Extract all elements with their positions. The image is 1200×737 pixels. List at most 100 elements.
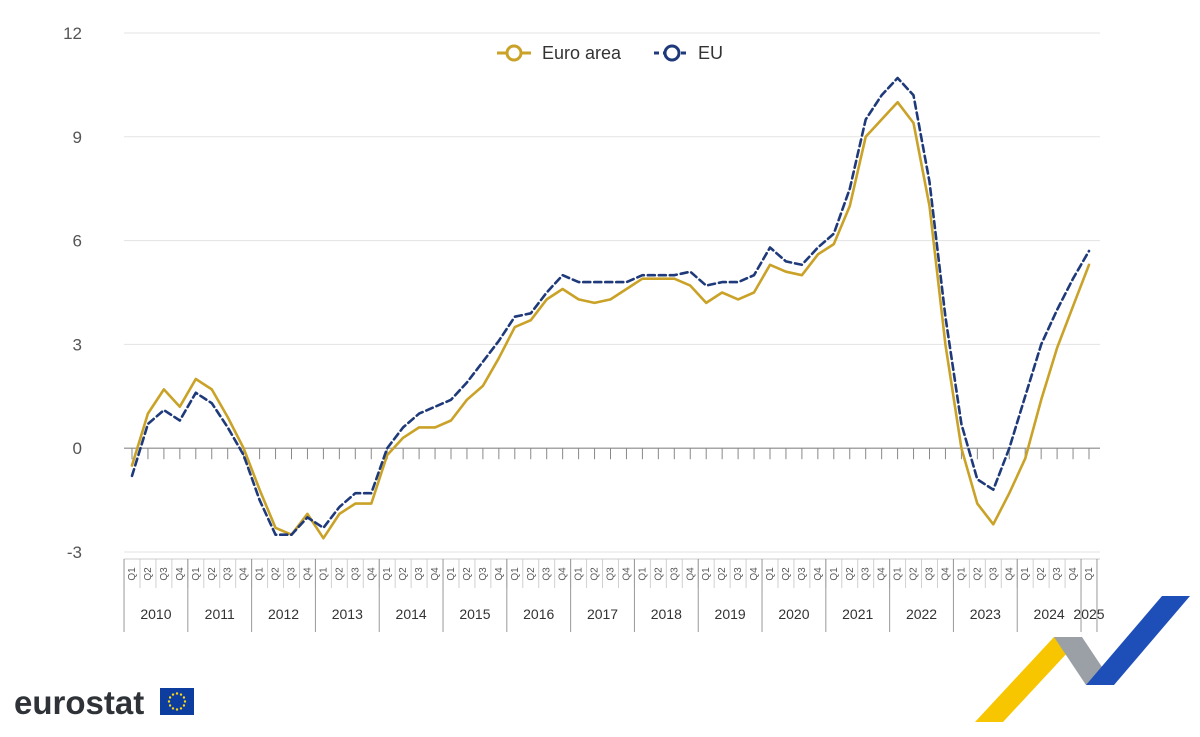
quarter-label: Q4	[366, 567, 377, 581]
quarter-label: Q3	[542, 567, 553, 581]
flag-star	[182, 696, 186, 699]
blue-stripe	[1086, 596, 1190, 685]
quarter-label: Q3	[350, 567, 361, 581]
quarter-label: Q1	[701, 567, 712, 581]
quarter-label: Q1	[765, 567, 776, 581]
year-label: 2020	[778, 606, 809, 622]
series-line-eu[interactable]	[130, 76, 1091, 536]
eurostat-logo[interactable]: eurostat	[14, 684, 194, 721]
legend-eu-label: EU	[698, 43, 723, 63]
quarter-label: Q4	[558, 567, 569, 581]
quarter-label: Q3	[223, 567, 234, 581]
quarter-label: Q4	[494, 567, 505, 581]
year-label: 2023	[970, 606, 1001, 622]
flag-star	[175, 692, 179, 695]
quarter-label: Q1	[191, 567, 202, 581]
quarter-label: Q2	[143, 567, 154, 581]
year-label: 2022	[906, 606, 937, 622]
quarter-label: Q4	[239, 567, 250, 581]
quarter-label: Q1	[382, 567, 393, 581]
quarter-label: Q2	[398, 567, 409, 581]
legend[interactable]: Euro area EU	[497, 43, 723, 63]
quarter-label: Q3	[159, 567, 170, 581]
year-label: 2014	[396, 606, 427, 622]
eurostat-wordmark: eurostat	[14, 684, 144, 721]
quarter-label: Q2	[207, 567, 218, 581]
year-label: 2025	[1073, 606, 1104, 622]
year-label: 2015	[459, 606, 490, 622]
quarter-label: Q4	[940, 567, 951, 581]
corner-decoration	[975, 596, 1190, 722]
quarter-label: Q1	[255, 567, 266, 581]
legend-eu-marker	[663, 44, 681, 62]
quarter-label: Q1	[1084, 567, 1095, 581]
quarter-label: Q2	[972, 567, 983, 581]
quarter-label: Q3	[1052, 567, 1063, 581]
quarter-label: Q3	[925, 567, 936, 581]
year-label: 2017	[587, 606, 618, 622]
quarter-label: Q1	[127, 567, 138, 581]
quarter-label: Q2	[590, 567, 601, 581]
quarter-label: Q1	[510, 567, 521, 581]
quarter-label: Q3	[478, 567, 489, 581]
quarter-label: Q4	[813, 567, 824, 581]
flag-star	[171, 693, 175, 696]
year-label: 2019	[715, 606, 746, 622]
y-tick-label: 12	[63, 24, 82, 43]
quarter-label: Q1	[829, 567, 840, 581]
quarter-label: Q3	[606, 567, 617, 581]
quarter-label: Q1	[893, 567, 904, 581]
flag-star	[168, 704, 172, 707]
quarter-label: Q1	[637, 567, 648, 581]
quarter-label: Q4	[877, 567, 888, 581]
eu-flag-icon	[160, 688, 194, 715]
quarter-label: Q4	[175, 567, 186, 581]
year-label: 2012	[268, 606, 299, 622]
quarter-label: Q2	[781, 567, 792, 581]
quarter-label: Q1	[956, 567, 967, 581]
quarter-label: Q1	[318, 567, 329, 581]
flag-star	[182, 704, 186, 707]
y-tick-label: 9	[73, 128, 82, 147]
y-tick-label: 0	[73, 439, 82, 458]
quarter-label: Q2	[653, 567, 664, 581]
legend-euro-area-label: Euro area	[542, 43, 622, 63]
quarter-label: Q2	[717, 567, 728, 581]
year-label: 2018	[651, 606, 682, 622]
quarter-label: Q2	[334, 567, 345, 581]
gridlines	[124, 32, 1100, 553]
quarter-label: Q2	[845, 567, 856, 581]
quarter-label: Q3	[733, 567, 744, 581]
quarter-label: Q2	[909, 567, 920, 581]
flag-star	[171, 707, 175, 710]
quarter-label: Q3	[988, 567, 999, 581]
quarter-label: Q2	[1036, 567, 1047, 581]
quarter-label: Q1	[1020, 567, 1031, 581]
y-tick-label: -3	[67, 543, 82, 562]
quarter-label: Q4	[1004, 567, 1015, 581]
quarter-label: Q4	[1068, 567, 1079, 581]
flag-star	[167, 700, 171, 703]
quarter-label: Q3	[861, 567, 872, 581]
quarter-label: Q4	[749, 567, 760, 581]
quarter-label: Q1	[446, 567, 457, 581]
year-label: 2010	[140, 606, 171, 622]
flag-star	[183, 700, 187, 703]
year-label: 2011	[205, 606, 235, 622]
year-label: 2024	[1034, 606, 1065, 622]
quarter-label: Q4	[685, 567, 696, 581]
quarter-label: Q2	[271, 567, 282, 581]
year-label: 2021	[842, 606, 873, 622]
quarter-label: Q3	[797, 567, 808, 581]
flag-star	[179, 707, 183, 710]
year-label: 2016	[523, 606, 554, 622]
x-axis: Q1 Q2 Q3 Q4 Q1 Q2 Q3 Q4 Q1 Q2 Q3 Q4 Q1 Q2 Q3 Q4 Q1 Q2 Q3 Q4…	[123, 448, 1105, 632]
flag-star	[168, 696, 172, 699]
quarter-label: Q3	[414, 567, 425, 581]
quarter-label: Q3	[669, 567, 680, 581]
quarter-label: Q3	[287, 567, 298, 581]
flag-star	[179, 693, 183, 696]
quarter-label: Q1	[574, 567, 585, 581]
quarter-label: Q2	[526, 567, 537, 581]
